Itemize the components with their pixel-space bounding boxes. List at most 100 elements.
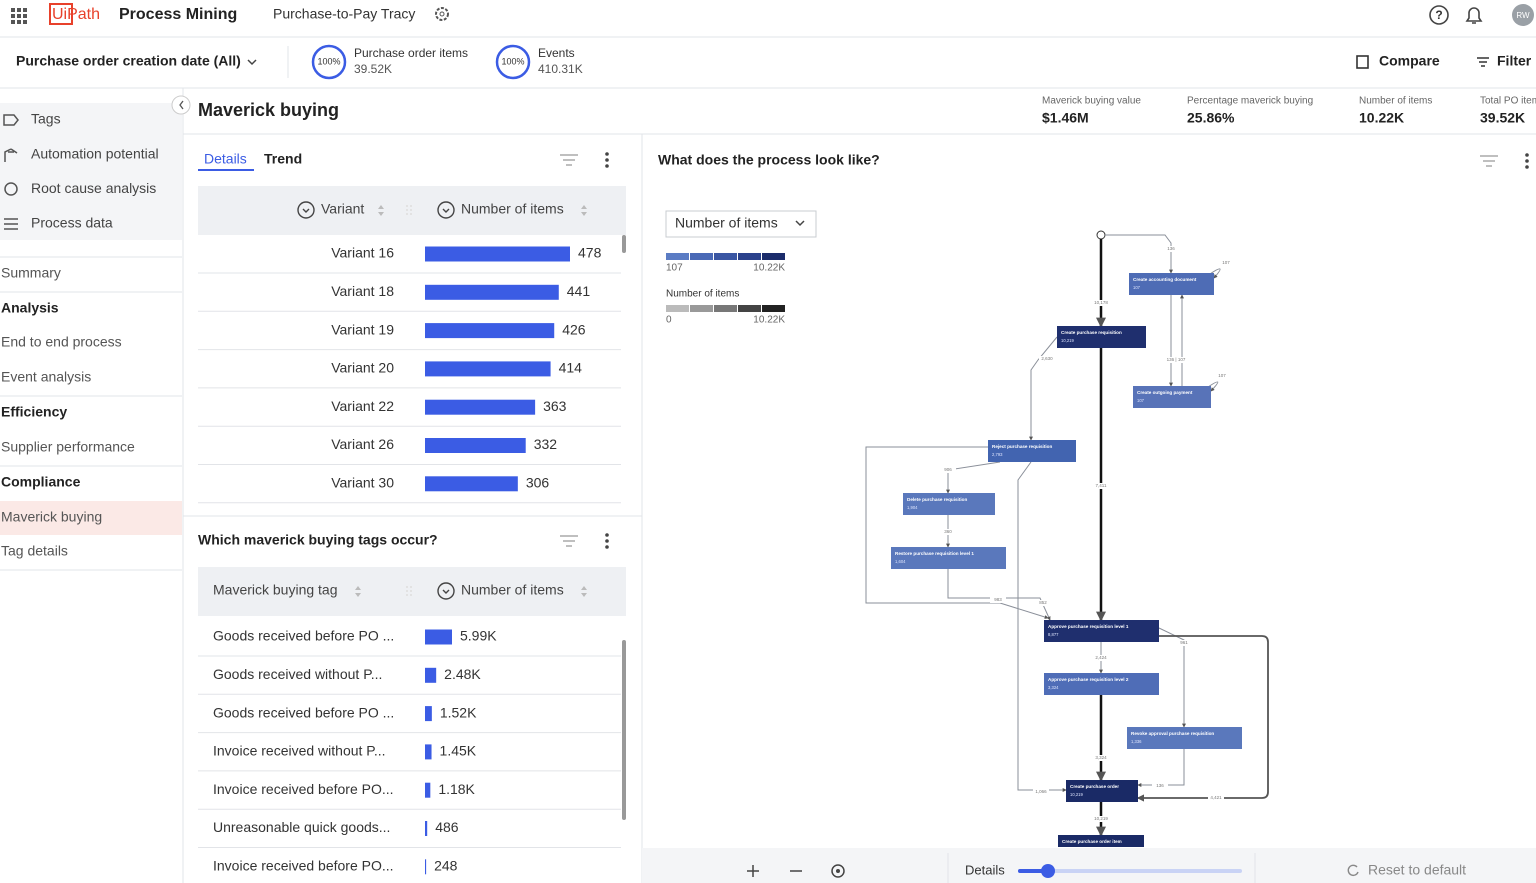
edge-label-bg xyxy=(1208,795,1224,801)
drag-handle[interactable] xyxy=(406,205,412,215)
row-label: Variant 26 xyxy=(331,436,394,452)
column-header[interactable]: Number of items xyxy=(461,582,564,598)
slider-knob[interactable] xyxy=(1041,864,1055,878)
edge-label-bg xyxy=(1033,789,1049,795)
brand: UiPath xyxy=(52,6,100,23)
nav-item[interactable]: Summary xyxy=(1,265,61,281)
edge-label-bg xyxy=(1163,246,1179,252)
value-label: 1.45K xyxy=(440,743,477,759)
settings-icon[interactable] xyxy=(435,7,449,21)
activity-count: 8,877 xyxy=(1048,632,1059,637)
metric-select-text: Number of items xyxy=(675,215,778,231)
help-icon[interactable]: ? xyxy=(1429,5,1449,25)
sidebar-tool[interactable]: Process data xyxy=(31,215,113,231)
kpi-label: Number of items xyxy=(1359,96,1432,107)
activity-node[interactable] xyxy=(1129,273,1214,295)
nav-item[interactable]: Maverick buying xyxy=(1,509,102,525)
activity-node[interactable] xyxy=(891,547,1006,569)
activity-node[interactable] xyxy=(1044,673,1159,695)
column-header[interactable]: Maverick buying tag xyxy=(213,582,338,598)
date-filter[interactable]: Purchase order creation date (All) xyxy=(16,53,241,69)
bar xyxy=(425,476,518,492)
kpi-value: $1.46M xyxy=(1042,110,1089,126)
sidebar-tool[interactable]: Tags xyxy=(31,111,61,127)
edge-label: 136 xyxy=(1156,783,1164,788)
edge-label-bg xyxy=(1035,600,1051,606)
activity-count: 1,604 xyxy=(895,559,906,564)
sort-icon[interactable] xyxy=(355,586,361,597)
nav-item[interactable]: Event analysis xyxy=(1,369,91,385)
legend-edges xyxy=(666,305,785,312)
reset-icon xyxy=(1347,864,1359,877)
row-label: Variant 16 xyxy=(331,245,394,261)
column-header[interactable]: Number of items xyxy=(461,201,564,217)
activity-node[interactable] xyxy=(903,493,995,515)
sort-icon[interactable] xyxy=(581,586,587,597)
value-label: 363 xyxy=(543,398,567,414)
panel-menu[interactable] xyxy=(605,152,609,168)
activity-node[interactable] xyxy=(1127,727,1242,749)
filter-button[interactable]: Filter xyxy=(1497,53,1532,69)
scrollbar[interactable] xyxy=(622,235,626,253)
tab-details[interactable]: Details xyxy=(204,151,247,167)
edge-label-bg xyxy=(1093,816,1109,822)
panel-filter[interactable] xyxy=(560,535,578,547)
row-label: Goods received without P... xyxy=(213,666,382,682)
sidebar-tool[interactable]: Automation potential xyxy=(31,145,159,161)
activity-node[interactable] xyxy=(1058,835,1144,847)
scrollbar[interactable] xyxy=(622,640,626,820)
tab-trend[interactable]: Trend xyxy=(264,151,302,167)
edge-label: 2,424 xyxy=(1095,655,1107,660)
edge-label: 2,630 xyxy=(1041,356,1053,361)
metric-percent: 100% xyxy=(501,56,524,66)
activity-node[interactable] xyxy=(1133,386,1211,408)
app-launcher[interactable] xyxy=(11,8,27,24)
activity-count: 2,793 xyxy=(992,452,1003,457)
sort-icon[interactable] xyxy=(378,205,384,216)
edge-label: 3,324 xyxy=(1095,755,1107,760)
nav-item[interactable]: Supplier performance xyxy=(1,439,135,455)
activity-node[interactable] xyxy=(1057,326,1146,348)
legend-max: 10.22K xyxy=(753,263,785,274)
activity-count: 1,336 xyxy=(1131,739,1142,744)
drag-handle[interactable] xyxy=(406,586,412,596)
value-label: 414 xyxy=(559,360,583,376)
menu-dot xyxy=(1525,165,1529,169)
panel-menu[interactable] xyxy=(605,533,609,549)
metric-label: Purchase order items xyxy=(354,46,468,60)
edge-label-bg xyxy=(1093,300,1109,306)
panel-filter[interactable] xyxy=(560,154,578,166)
row-label: Variant 19 xyxy=(331,321,394,337)
column-menu[interactable] xyxy=(437,201,455,219)
compare-button[interactable]: Compare xyxy=(1379,53,1440,69)
collapse-button[interactable] xyxy=(171,95,191,115)
activity-node[interactable] xyxy=(1066,780,1138,802)
sort-icon[interactable] xyxy=(581,205,587,216)
column-menu[interactable] xyxy=(437,582,455,600)
menu-dot xyxy=(605,158,609,162)
recenter[interactable] xyxy=(831,864,845,878)
column-menu-chevron xyxy=(442,208,450,213)
metric-select[interactable] xyxy=(665,210,817,238)
panel-filter[interactable] xyxy=(1480,155,1498,167)
panel-menu[interactable] xyxy=(1525,153,1529,169)
notifications-icon[interactable] xyxy=(1465,7,1483,24)
column-menu[interactable] xyxy=(297,201,315,219)
nav-item[interactable]: Tag details xyxy=(1,543,68,559)
column-header[interactable]: Variant xyxy=(321,201,364,217)
bar xyxy=(425,323,555,339)
nav-item[interactable]: End to end process xyxy=(1,334,122,350)
activity-node[interactable] xyxy=(988,440,1076,462)
dropdown-chevron xyxy=(795,220,805,227)
sidebar-tool[interactable]: Root cause analysis xyxy=(31,180,156,196)
reset-button[interactable]: Reset to default xyxy=(1368,862,1466,878)
edge-label: 107 xyxy=(1218,373,1226,378)
activity-node[interactable] xyxy=(1044,620,1159,642)
menu-dot xyxy=(1525,159,1529,163)
avatar[interactable] xyxy=(1512,4,1534,26)
app-name[interactable]: Purchase-to-Pay Tracy xyxy=(273,6,415,22)
zoom-in[interactable] xyxy=(747,865,759,877)
edge-label: 4,421 xyxy=(1210,795,1222,800)
root-cause-icon xyxy=(4,182,18,196)
